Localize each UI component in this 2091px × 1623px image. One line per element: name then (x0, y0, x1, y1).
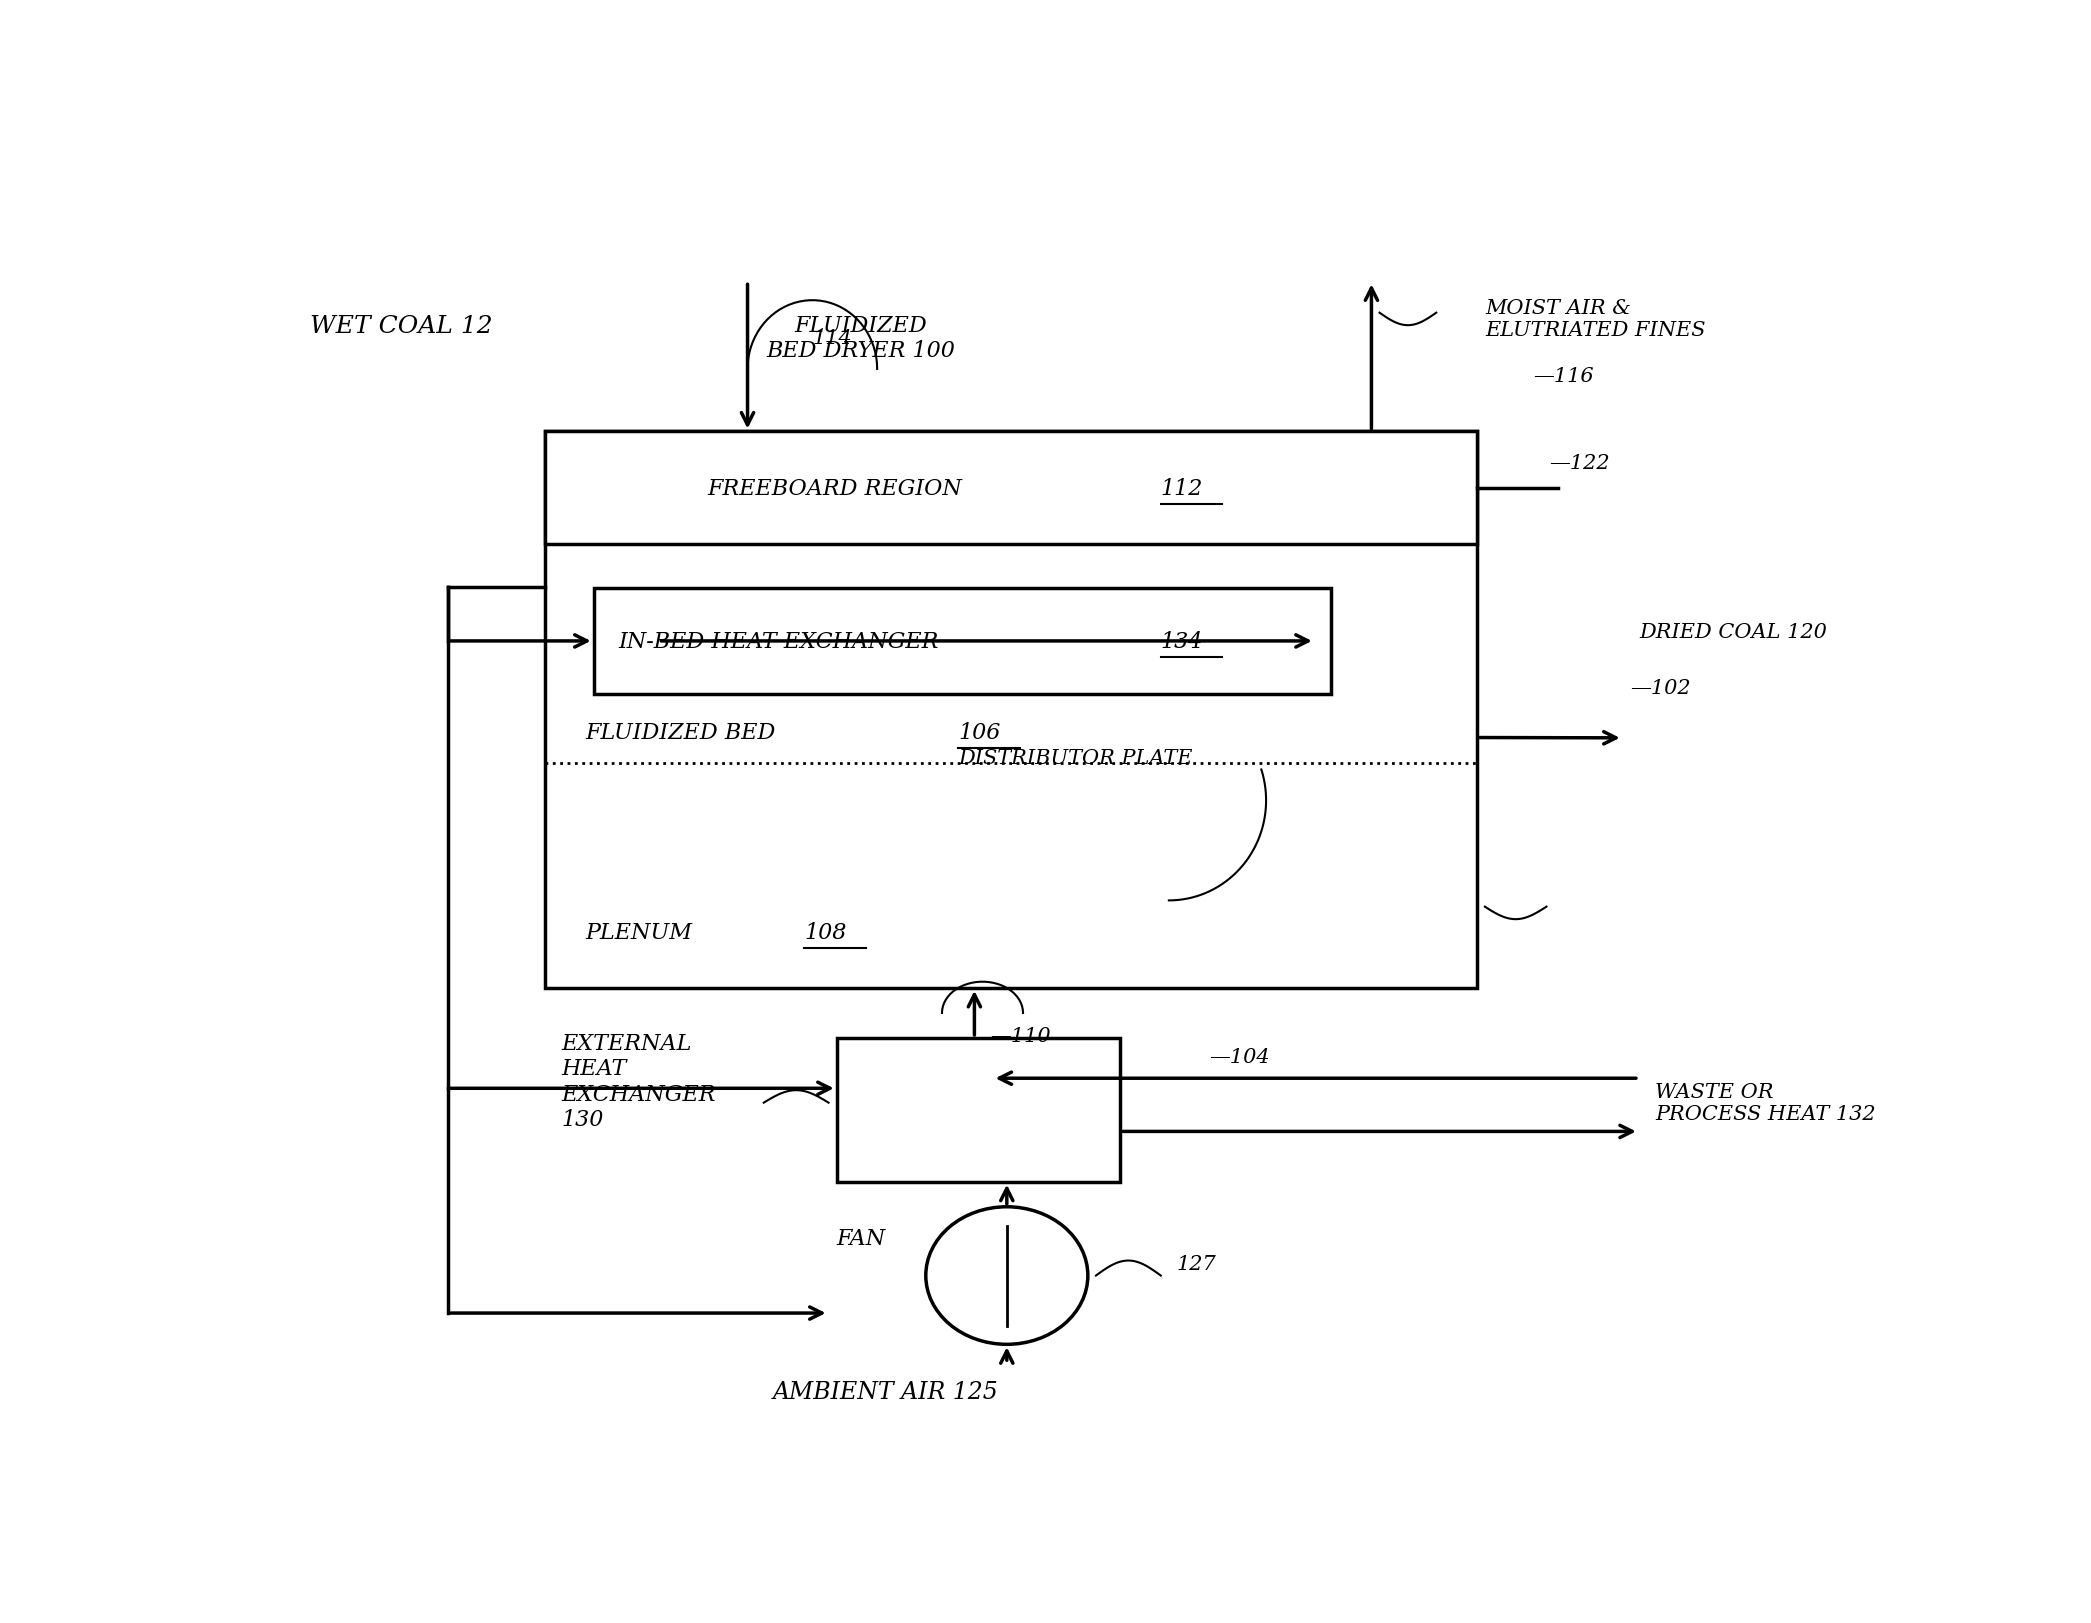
Bar (594, 589, 1332, 695)
Bar (546, 432, 1476, 988)
Text: FAN: FAN (836, 1227, 887, 1250)
Ellipse shape (926, 1208, 1087, 1344)
Text: 112: 112 (1161, 477, 1202, 500)
Text: 114: 114 (811, 329, 853, 347)
Text: —116: —116 (1533, 367, 1593, 385)
Text: FLUIDIZED
BED DRYER 100: FLUIDIZED BED DRYER 100 (767, 315, 956, 362)
Text: WET COAL 12: WET COAL 12 (309, 315, 493, 338)
Text: WASTE OR
PROCESS HEAT 132: WASTE OR PROCESS HEAT 132 (1656, 1083, 1876, 1123)
Bar (836, 1039, 1121, 1182)
Text: 106: 106 (958, 721, 1002, 743)
Text: —104: —104 (1209, 1047, 1269, 1066)
Text: AMBIENT AIR 125: AMBIENT AIR 125 (772, 1381, 997, 1404)
Text: —110: —110 (991, 1026, 1052, 1045)
Text: —102: —102 (1631, 678, 1692, 698)
Text: FLUIDIZED BED: FLUIDIZED BED (585, 721, 782, 743)
Text: PLENUM: PLENUM (585, 922, 700, 943)
Bar (546, 432, 1476, 545)
Text: DRIED COAL 120: DRIED COAL 120 (1639, 623, 1828, 641)
Text: IN-BED HEAT EXCHANGER: IN-BED HEAT EXCHANGER (619, 631, 945, 652)
Text: MOIST AIR &
ELUTRIATED FINES: MOIST AIR & ELUTRIATED FINES (1485, 299, 1706, 341)
Text: —122: —122 (1549, 454, 1610, 472)
Text: DISTRIBUTOR PLATE: DISTRIBUTOR PLATE (958, 748, 1192, 768)
Text: 134: 134 (1161, 631, 1202, 652)
Text: 108: 108 (805, 922, 847, 943)
Text: 127: 127 (1177, 1255, 1217, 1272)
Text: FREEBOARD REGION: FREEBOARD REGION (707, 477, 968, 500)
Text: EXTERNAL
HEAT
EXCHANGER
130: EXTERNAL HEAT EXCHANGER 130 (560, 1032, 715, 1131)
